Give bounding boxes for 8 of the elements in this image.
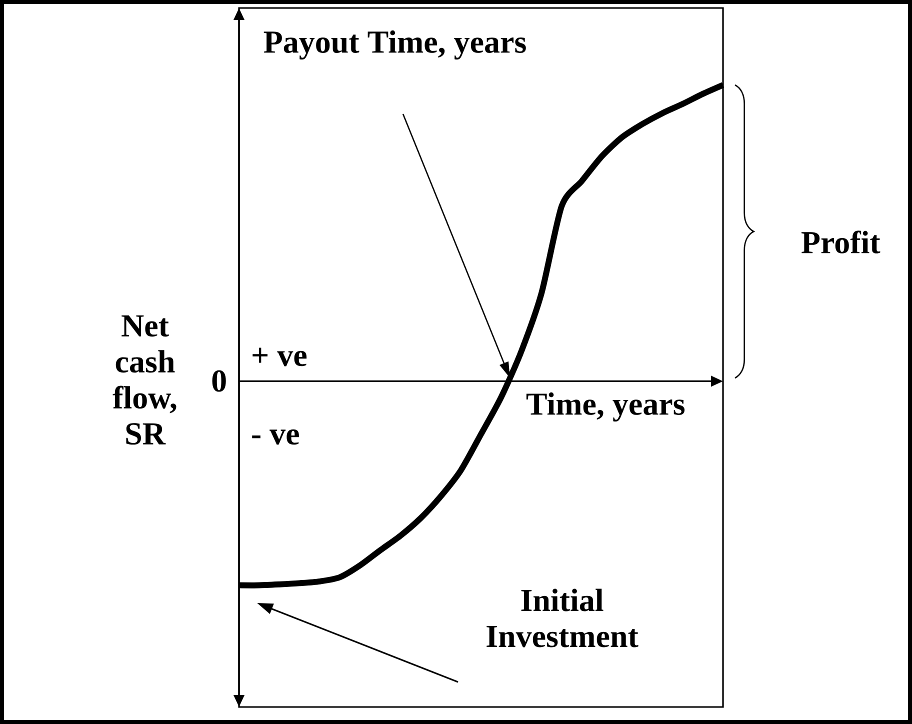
annotation: + ve <box>252 348 307 366</box>
x-axis-title: Time, years <box>526 392 685 422</box>
text: Payout Time, years <box>264 30 526 60</box>
annotation: - ve <box>252 429 299 445</box>
text: Initial Investment <box>486 588 638 648</box>
y-axis-title: Net cash flow, SR <box>112 315 176 445</box>
text: Profit <box>801 230 880 254</box>
text: 0 <box>212 370 226 392</box>
